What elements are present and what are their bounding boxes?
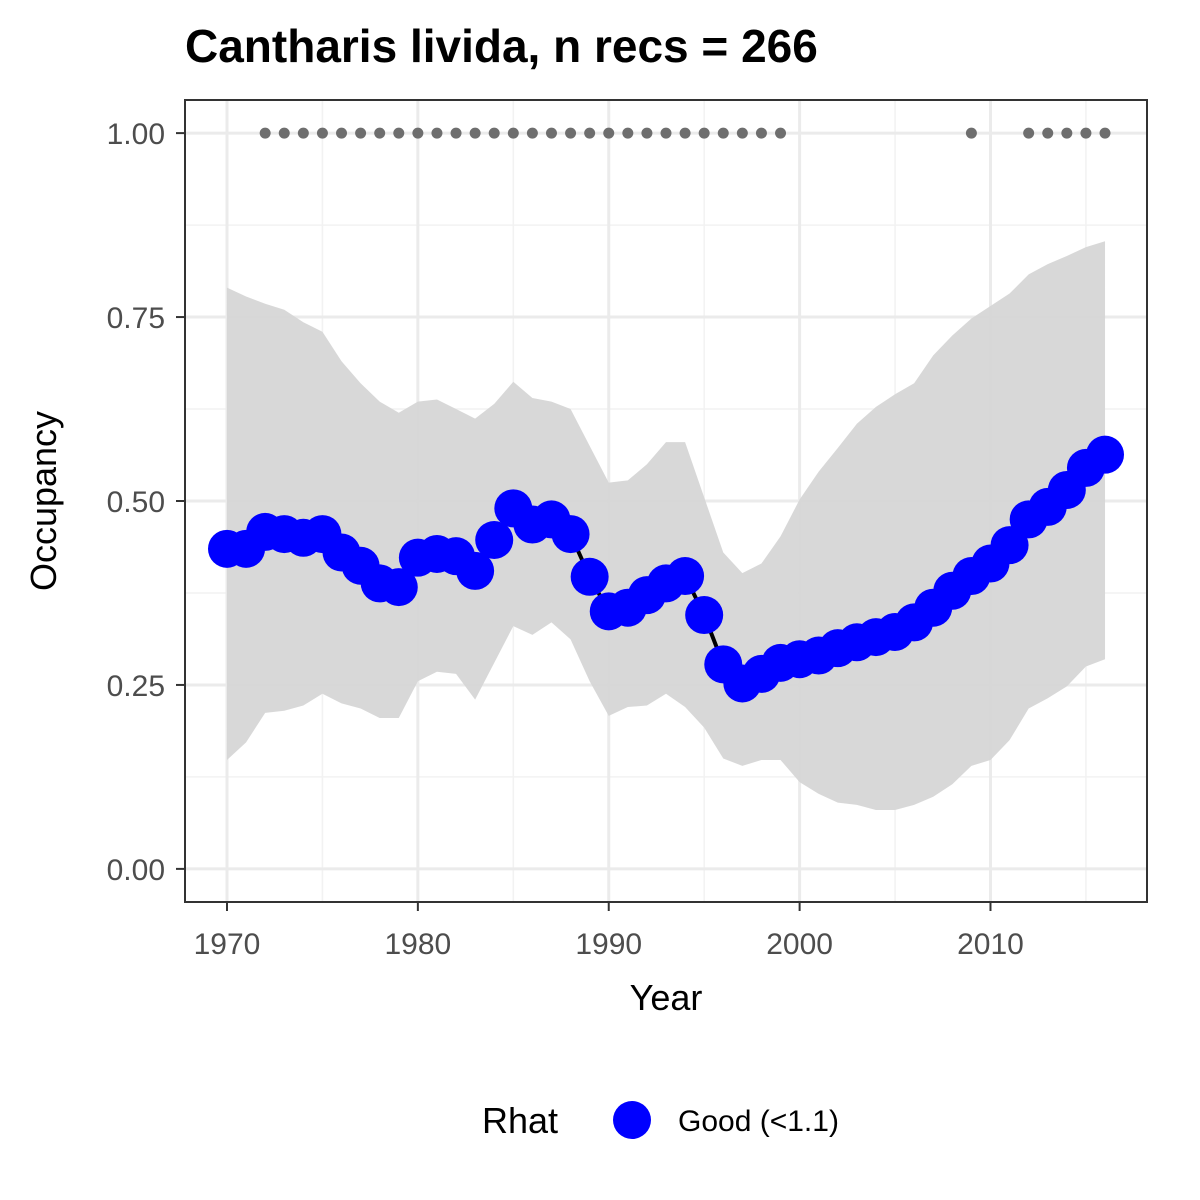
x-tick-label: 2000 — [766, 928, 833, 961]
record-dot — [660, 127, 672, 139]
chart-title: Cantharis livida, n recs = 266 — [185, 20, 818, 72]
data-point — [456, 551, 495, 590]
record-dot — [622, 127, 634, 139]
record-dot — [374, 127, 386, 139]
x-tick-label: 1990 — [575, 928, 642, 961]
record-dot — [259, 127, 271, 139]
y-tick-label: 0.25 — [107, 670, 165, 703]
data-point — [666, 557, 705, 596]
data-point — [379, 568, 418, 607]
y-tick-label: 0.00 — [107, 854, 165, 887]
x-tick-label: 1970 — [194, 928, 261, 961]
record-dot — [316, 127, 328, 139]
data-point — [570, 557, 609, 596]
data-points-layer — [207, 435, 1125, 703]
record-dot — [469, 127, 481, 139]
x-axis-title: Year — [630, 977, 703, 1018]
record-dot — [603, 127, 615, 139]
legend: Rhat Good (<1.1) — [482, 1100, 839, 1141]
record-dot — [336, 127, 348, 139]
y-tick-label: 0.50 — [107, 486, 165, 519]
data-point — [1086, 435, 1125, 474]
legend-label: Good (<1.1) — [678, 1105, 839, 1138]
record-dot — [431, 127, 443, 139]
legend-title: Rhat — [482, 1100, 558, 1141]
record-dot — [412, 127, 424, 139]
record-dot — [1061, 127, 1073, 139]
record-dot — [775, 127, 787, 139]
y-tick-label: 0.75 — [107, 302, 165, 335]
data-point — [475, 520, 514, 559]
record-dot — [507, 127, 519, 139]
record-dot — [297, 127, 309, 139]
record-dot — [1080, 127, 1092, 139]
record-dot — [278, 127, 290, 139]
data-point — [685, 596, 724, 635]
x-tick-label: 1980 — [384, 928, 451, 961]
record-dot — [565, 127, 577, 139]
record-dot — [1099, 127, 1111, 139]
confidence-ribbon — [226, 241, 1106, 811]
record-dots-layer — [259, 127, 1111, 139]
y-tick-label: 1.00 — [107, 118, 165, 151]
record-dot — [717, 127, 729, 139]
x-tick-label: 2010 — [957, 928, 1024, 961]
record-dot — [641, 127, 653, 139]
record-dot — [584, 127, 596, 139]
record-dot — [736, 127, 748, 139]
record-dot — [1042, 127, 1054, 139]
record-dot — [450, 127, 462, 139]
axes-layer: 1970 1980 1990 2000 2010 0.00 0.25 0.50 0.75 1.00 — [107, 118, 1024, 961]
record-dot — [488, 127, 500, 139]
record-dot — [526, 127, 538, 139]
record-dot — [393, 127, 405, 139]
data-point — [551, 515, 590, 554]
record-dot — [355, 127, 367, 139]
record-dot — [965, 127, 977, 139]
y-axis-title: Occupancy — [23, 411, 64, 591]
record-dot — [545, 127, 557, 139]
record-dot — [755, 127, 767, 139]
legend-marker — [613, 1101, 651, 1139]
record-dot — [698, 127, 710, 139]
record-dot — [679, 127, 691, 139]
record-dot — [1023, 127, 1035, 139]
confidence-ribbon-layer — [226, 241, 1106, 811]
